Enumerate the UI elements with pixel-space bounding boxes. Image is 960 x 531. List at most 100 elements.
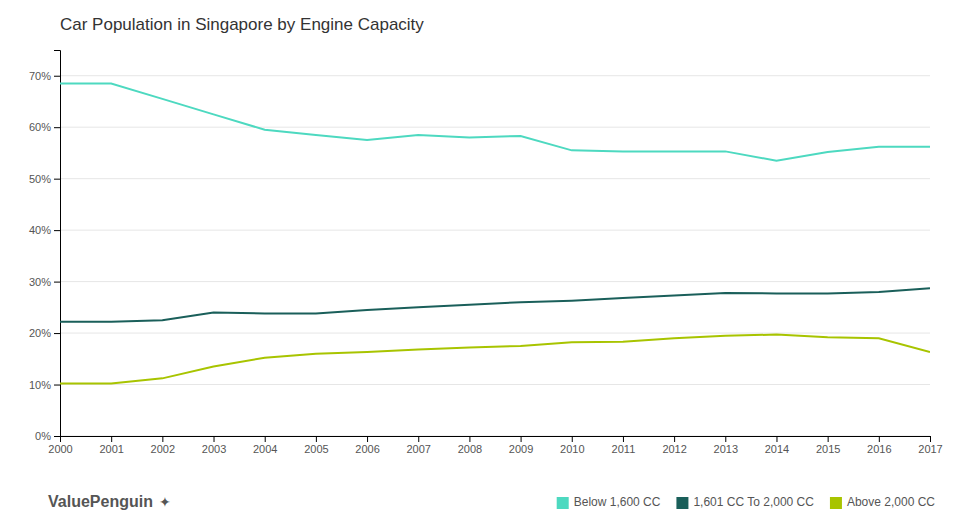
chart-svg: Car Population in Singapore by Engine Ca… <box>0 0 960 531</box>
x-tick-mark <box>776 436 777 442</box>
x-tick: 2017 <box>918 436 942 455</box>
grid-line <box>60 333 930 334</box>
x-tick: 2012 <box>662 436 686 455</box>
x-tick-mark <box>879 436 880 442</box>
x-tick: 2015 <box>816 436 840 455</box>
legend-item: Below 1,600 CC <box>557 495 661 509</box>
y-tick-label: 60% <box>29 121 51 133</box>
x-tick-mark <box>265 436 266 442</box>
x-tick-mark <box>930 436 931 442</box>
y-tick: 70% <box>29 70 60 82</box>
x-tick-label: 2013 <box>714 443 738 455</box>
series-line <box>60 288 930 321</box>
y-tick-label: 0% <box>35 430 51 442</box>
x-tick: 2004 <box>253 436 277 455</box>
legend-label: Below 1,600 CC <box>574 495 661 509</box>
y-tick-label: 40% <box>29 224 51 236</box>
x-tick: 2009 <box>509 436 533 455</box>
y-tick-mark <box>54 436 60 437</box>
x-tick: 2013 <box>714 436 738 455</box>
x-tick-label: 2012 <box>662 443 686 455</box>
x-axis: 2000 2001 2002 2003 2004 2005 2006 2007 2008 2009… <box>48 436 942 455</box>
x-tick-label: 2015 <box>816 443 840 455</box>
legend-item: Above 2,000 CC <box>830 495 935 509</box>
x-tick-label: 2006 <box>355 443 379 455</box>
x-tick-label: 2007 <box>406 443 430 455</box>
y-tick: 20% <box>29 327 60 339</box>
y-tick: 50% <box>29 173 60 185</box>
y-axis-line <box>54 51 61 437</box>
x-tick-mark <box>521 436 522 442</box>
x-tick: 2000 <box>48 436 72 455</box>
x-axis-line <box>61 437 931 443</box>
y-tick-label: 30% <box>29 276 51 288</box>
grid-line <box>60 230 930 231</box>
x-tick-label: 2009 <box>509 443 533 455</box>
x-tick-label: 2008 <box>458 443 482 455</box>
x-tick: 2010 <box>560 436 584 455</box>
x-tick-mark <box>469 436 470 442</box>
annotation: ✦ <box>159 494 171 510</box>
legend-item: 1,601 CC To 2,000 CC <box>676 495 814 509</box>
y-tick: 60% <box>29 121 60 133</box>
y-tick-mark <box>54 76 60 77</box>
y-tick-label: 70% <box>29 70 51 82</box>
plot-area: 2000 2001 2002 2003 2004 2005 2006 2007 2008 2009… <box>29 51 943 455</box>
legend-swatch <box>676 497 688 509</box>
x-tick-label: 2003 <box>202 443 226 455</box>
x-tick-label: 2002 <box>151 443 175 455</box>
y-tick-label: 10% <box>29 379 51 391</box>
x-tick: 2007 <box>406 436 430 455</box>
x-tick-mark <box>214 436 215 442</box>
y-tick: 30% <box>29 276 60 288</box>
x-tick-label: 2011 <box>612 443 636 455</box>
x-tick: 2006 <box>355 436 379 455</box>
x-tick: 2014 <box>765 436 789 455</box>
x-tick-mark <box>367 436 368 442</box>
legend-label: 1,601 CC To 2,000 CC <box>693 495 814 509</box>
x-tick-mark <box>828 436 829 442</box>
y-tick-label: 20% <box>29 327 51 339</box>
y-tick-mark <box>54 282 60 283</box>
x-tick-mark <box>674 436 675 442</box>
x-tick: 2003 <box>202 436 226 455</box>
legend-label: Above 2,000 CC <box>847 495 935 509</box>
chart-title: Car Population in Singapore by Engine Ca… <box>60 15 424 34</box>
grid-line <box>60 75 930 76</box>
series-line <box>60 335 930 384</box>
x-tick-label: 2000 <box>48 443 72 455</box>
x-tick: 2008 <box>458 436 482 455</box>
x-tick-label: 2014 <box>765 443 789 455</box>
y-tick: 10% <box>29 379 60 391</box>
chart-container: Car Population in Singapore by Engine Ca… <box>0 0 960 531</box>
x-tick: 2002 <box>151 436 175 455</box>
grid <box>60 76 930 436</box>
y-tick-mark <box>54 179 60 180</box>
y-tick-mark <box>54 333 60 334</box>
x-tick-label: 2001 <box>99 443 123 455</box>
y-tick-mark <box>54 385 60 386</box>
legend: Below 1,600 CC 1,601 CC To 2,000 CC Above … <box>557 495 936 509</box>
y-tick-mark <box>54 127 60 128</box>
x-tick-mark <box>623 436 624 442</box>
x-tick-mark <box>572 436 573 442</box>
grid-line <box>60 178 930 179</box>
x-tick: 2001 <box>99 436 123 455</box>
x-tick-mark <box>162 436 163 442</box>
series-group <box>60 83 930 383</box>
x-tick-mark <box>111 436 112 442</box>
y-tick-label: 50% <box>29 173 51 185</box>
x-tick-mark <box>316 436 317 442</box>
x-tick: 2011 <box>612 436 636 455</box>
x-tick-label: 2004 <box>253 443 277 455</box>
x-tick-label: 2010 <box>560 443 584 455</box>
y-tick-mark <box>54 230 60 231</box>
x-tick: 2016 <box>867 436 891 455</box>
y-tick: 40% <box>29 224 60 236</box>
grid-line <box>60 281 930 282</box>
x-tick-label: 2005 <box>304 443 328 455</box>
grid-line <box>60 384 930 385</box>
x-tick: 2005 <box>304 436 328 455</box>
annotation: ValuePenguin <box>48 493 153 510</box>
y-axis: 0% 10% 20% 30% 40% 50% 60% 70% <box>29 51 61 443</box>
